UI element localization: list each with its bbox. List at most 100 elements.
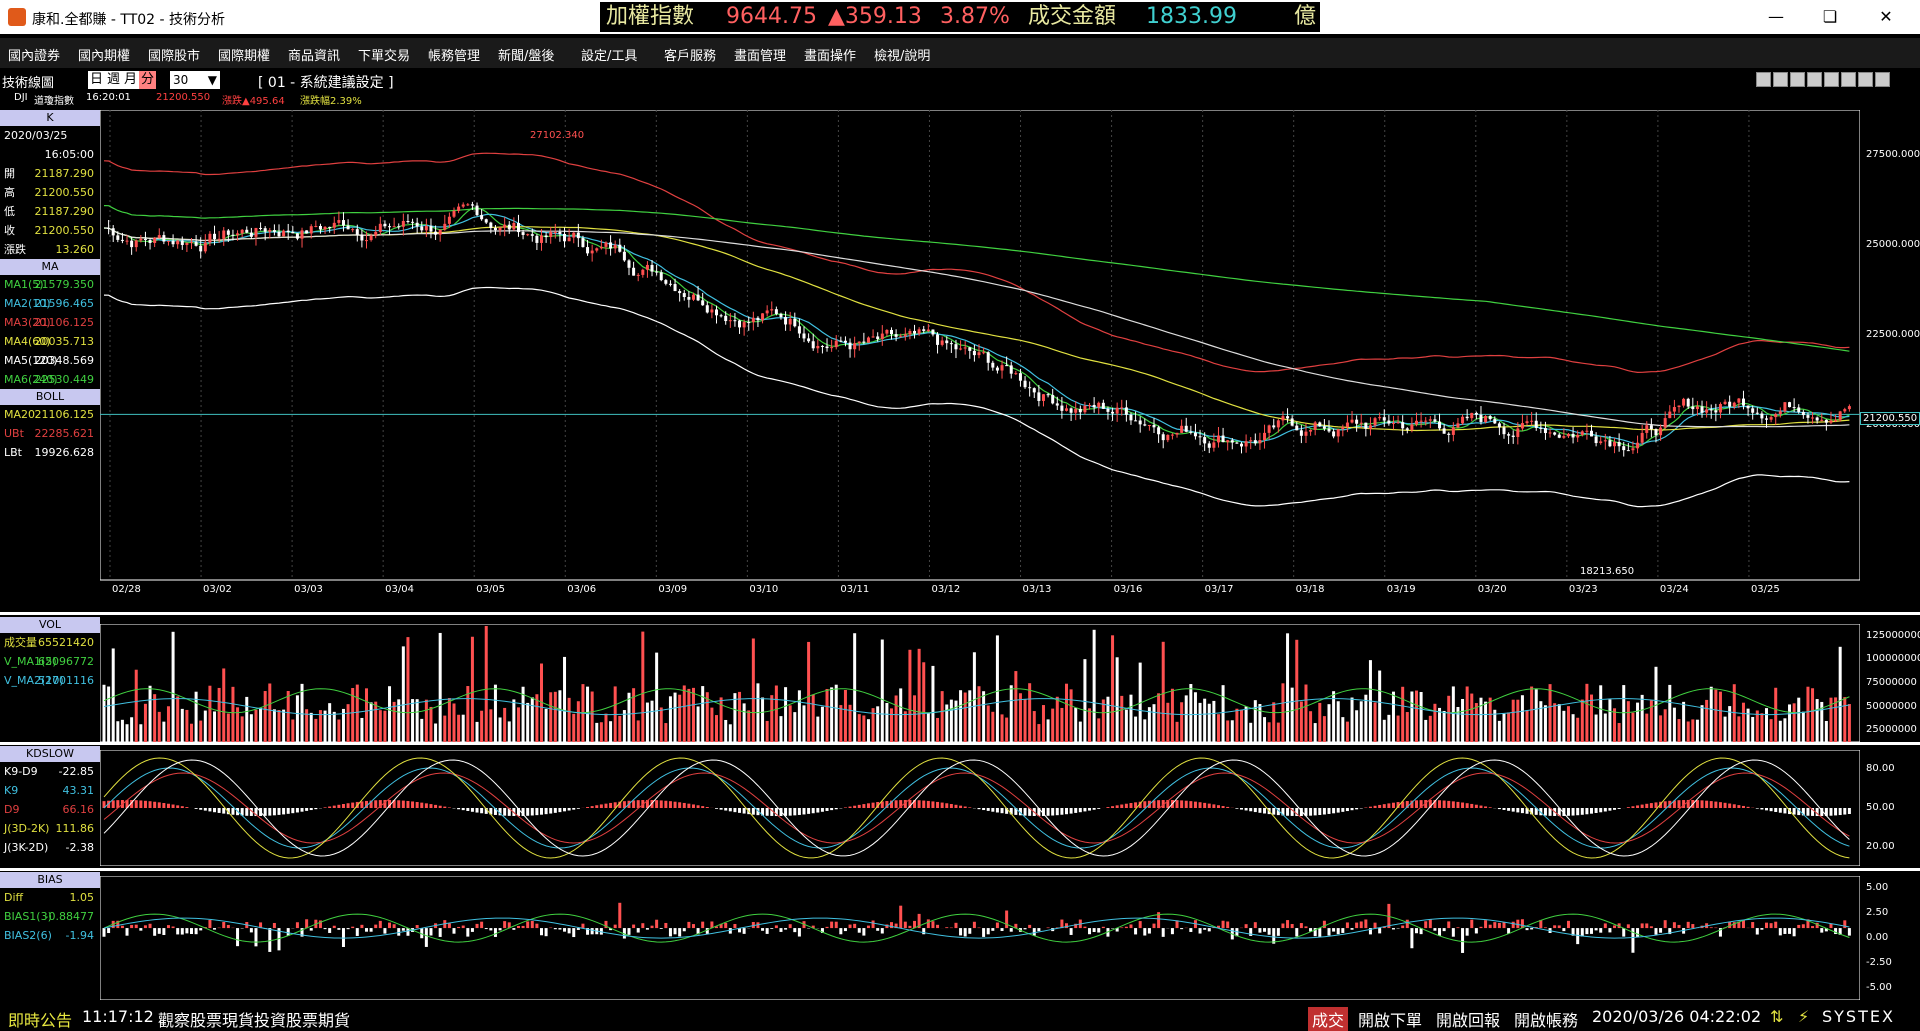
candle-body	[885, 330, 888, 334]
signal-icon: ⇅	[1770, 1007, 1783, 1026]
kd-bar	[1719, 802, 1722, 808]
kd-bar	[595, 805, 598, 808]
kd-bar	[1595, 808, 1598, 813]
candle-body	[1479, 415, 1482, 422]
bias-bar	[789, 924, 792, 928]
menu-item[interactable]: 商品資訊	[288, 45, 340, 64]
kd-chart[interactable]	[100, 750, 1860, 866]
volume-bar	[1360, 701, 1363, 742]
volume-bar	[268, 683, 271, 742]
volume-bar	[618, 716, 621, 742]
volume-bar	[950, 700, 953, 742]
interval-select[interactable]: 30 ▼	[170, 71, 220, 89]
bias-bar	[968, 928, 971, 934]
kd-bar	[660, 800, 663, 808]
bias-bar	[1097, 928, 1100, 932]
kd-bar	[1461, 803, 1464, 808]
kd-bar	[347, 803, 350, 808]
bias-bar	[1456, 927, 1459, 928]
menu-item[interactable]: 檢視/說明	[874, 45, 930, 64]
close-icon[interactable]	[1875, 72, 1890, 87]
bias-bar	[1489, 925, 1492, 928]
kd-bar	[342, 804, 345, 808]
volume-bar	[1392, 692, 1395, 742]
zoom-in-icon[interactable]	[1807, 72, 1822, 87]
period-tab[interactable]: 日	[88, 71, 105, 89]
trade-button[interactable]: 成交	[1308, 1007, 1348, 1031]
maximize-button[interactable]: ❏	[1810, 4, 1850, 30]
indicator-value: 21596.465	[35, 294, 95, 313]
minus-icon[interactable]	[1773, 72, 1788, 87]
volume-bar	[439, 633, 442, 742]
bias-bar	[1134, 928, 1137, 934]
volume-bar	[406, 637, 409, 742]
volume-bar	[1116, 657, 1119, 742]
bias-bar	[692, 924, 695, 928]
plus-icon[interactable]	[1790, 72, 1805, 87]
menu-item[interactable]: 國內證券	[8, 45, 60, 64]
bias-bar	[499, 928, 502, 930]
volume-bar	[844, 690, 847, 742]
window-icon[interactable]	[1858, 72, 1873, 87]
menu-item[interactable]: 客戶服務	[664, 45, 716, 64]
volume-bar	[1295, 640, 1298, 742]
open-report-button[interactable]: 開啟回報	[1436, 1007, 1500, 1031]
volume-chart[interactable]	[100, 624, 1860, 742]
menu-item[interactable]: 畫面管理	[734, 45, 786, 64]
volume-bar	[789, 705, 792, 742]
bias-bar	[1521, 919, 1524, 928]
bias-bar	[867, 926, 870, 928]
volume-bar	[867, 719, 870, 742]
candle-body	[1355, 420, 1358, 424]
kd-bar	[872, 803, 875, 808]
kd-bar	[411, 801, 414, 808]
candle-body	[383, 224, 386, 226]
bias-bar	[1070, 928, 1073, 935]
zoom-out-icon[interactable]	[1824, 72, 1839, 87]
open-order-button[interactable]: 開啟下單	[1358, 1007, 1422, 1031]
menu-item[interactable]: 帳務管理	[428, 45, 480, 64]
menu-item[interactable]: 國際期權	[218, 45, 270, 64]
menu-item[interactable]: 國際股市	[148, 45, 200, 64]
menu-item[interactable]: 畫面操作	[804, 45, 856, 64]
kd-bar	[1203, 803, 1206, 808]
bias-chart[interactable]	[100, 876, 1860, 1000]
kd-bar	[1314, 808, 1317, 815]
minimize-button[interactable]: —	[1756, 4, 1796, 30]
indicator-label: 漲跌	[4, 243, 26, 256]
candle-body	[945, 341, 948, 344]
volume-bar	[1526, 710, 1529, 742]
close-button[interactable]: ✕	[1866, 4, 1906, 30]
kd-bar	[982, 808, 985, 810]
volume-bar	[1843, 697, 1846, 742]
candle-body	[1314, 422, 1317, 429]
volume-bar	[1106, 697, 1109, 742]
period-tab[interactable]: 週	[105, 71, 122, 89]
menu-item[interactable]: 設定/工具	[581, 45, 637, 64]
candle-body	[1268, 425, 1271, 432]
menu-item[interactable]: 下單交易	[358, 45, 410, 64]
bias-bar	[1447, 921, 1450, 928]
indicator-label: J(3D-2K)	[4, 822, 49, 835]
menu-item[interactable]: 新聞/盤後	[498, 45, 554, 64]
open-account-button[interactable]: 開啟帳務	[1514, 1007, 1578, 1031]
period-tab[interactable]: 分	[139, 71, 156, 89]
print-icon[interactable]	[1841, 72, 1856, 87]
candle-body	[1581, 431, 1584, 435]
candle-body	[687, 297, 690, 300]
period-tab[interactable]: 月	[122, 71, 139, 89]
volume-bar	[1401, 687, 1404, 742]
candle-body	[710, 309, 713, 312]
candle-body	[1590, 431, 1593, 437]
announce-label[interactable]: 即時公告	[8, 1007, 72, 1031]
indicator-label: K9-D9	[4, 765, 38, 778]
kd-bar	[545, 808, 548, 814]
k-date: 2020/03/25	[0, 126, 100, 145]
preset-label[interactable]: [ 01 - 系統建議設定 ]	[258, 72, 394, 92]
menu-item[interactable]: 國內期權	[78, 45, 130, 64]
kd-bar	[1747, 807, 1750, 808]
bias-bar	[1406, 920, 1409, 928]
crosshair-icon[interactable]	[1756, 72, 1771, 87]
quote-change: 漲跌▲495.64	[222, 92, 285, 107]
